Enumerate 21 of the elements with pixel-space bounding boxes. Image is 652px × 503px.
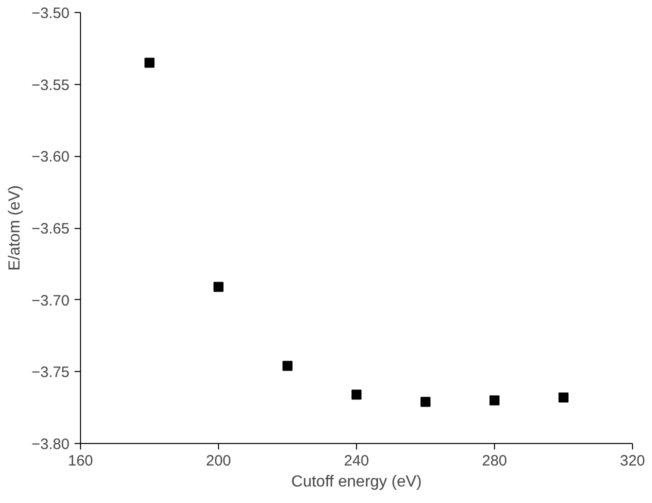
x-axis-title: Cutoff energy (eV): [291, 474, 422, 490]
x-tick-label: 240: [344, 452, 370, 470]
point: [144, 58, 154, 68]
y-tick-label: −3.75: [32, 364, 70, 382]
y-tick-label: −3.65: [32, 220, 70, 238]
y-tick-label: −3.60: [32, 148, 70, 166]
y-axis-title: E/atom (eV): [6, 185, 24, 271]
x-tick-label: 200: [206, 452, 232, 470]
point: [352, 390, 362, 400]
point: [420, 396, 430, 407]
x-tick-label: 320: [620, 452, 646, 470]
y-tick-label: −3.80: [32, 436, 70, 453]
y-tick-label: −3.70: [32, 292, 70, 310]
y-tick-label: −3.50: [32, 5, 70, 22]
point: [558, 392, 568, 403]
x-tick-label: 160: [68, 452, 94, 470]
x-tick-label: 280: [482, 452, 508, 470]
point: [214, 282, 224, 292]
y-tick-label: −3.55: [32, 76, 70, 94]
point: [282, 360, 292, 371]
point: [490, 395, 500, 406]
